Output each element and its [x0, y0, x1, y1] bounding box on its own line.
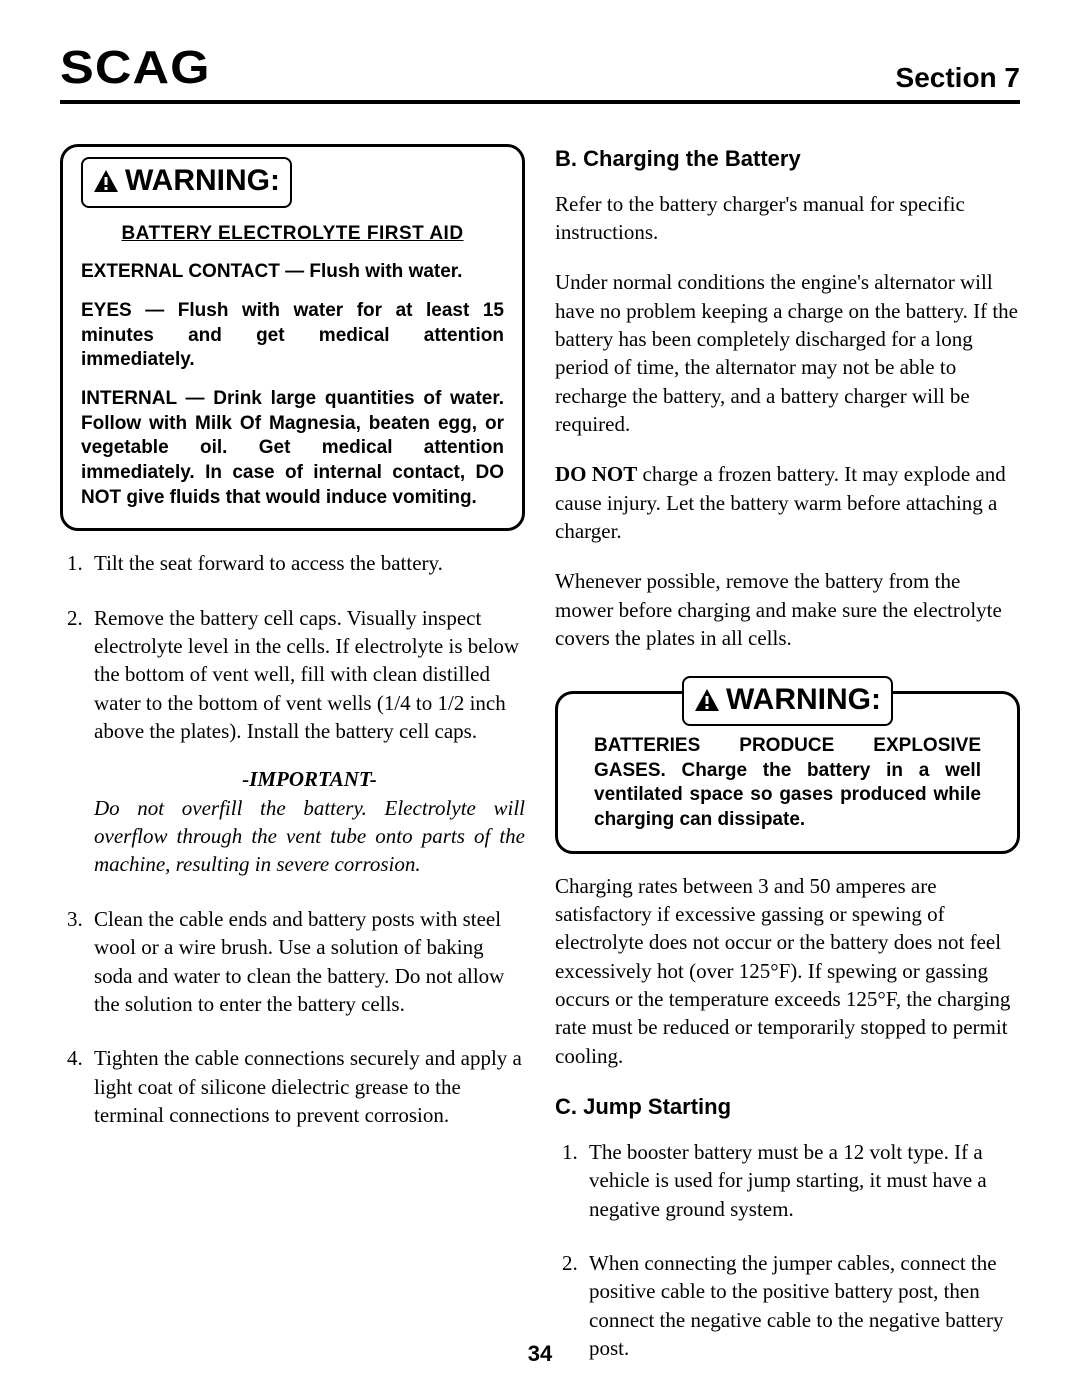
heading-c: C. Jump Starting — [555, 1092, 1020, 1122]
important-text: Do not overfill the battery. Electrolyte… — [94, 794, 525, 879]
warning-box-first-aid: WARNING: BATTERY ELECTROLYTE FIRST AID E… — [60, 144, 525, 531]
para-b2: Under normal conditions the engine's alt… — [555, 268, 1020, 438]
warning-title-2: WARNING: — [726, 680, 881, 721]
step-3: Clean the cable ends and battery posts w… — [88, 905, 525, 1018]
battery-service-steps-cont: Clean the cable ends and battery posts w… — [60, 905, 525, 1129]
para-b4: Whenever possible, remove the battery fr… — [555, 567, 1020, 652]
page-number: 34 — [0, 1341, 1080, 1367]
para-b1: Refer to the battery charger's manual fo… — [555, 190, 1020, 247]
external-contact-text: EXTERNAL CONTACT — Flush with water. — [81, 260, 504, 285]
brand-logo: SCAG — [60, 40, 211, 94]
step-2: Remove the battery cell caps. Visually i… — [88, 604, 525, 746]
gases-text: BATTERIES PRODUCE EXPLOSIVE GASES. Charg… — [594, 734, 981, 833]
do-not-label: DO NOT — [555, 462, 637, 486]
warning-header: WARNING: — [81, 157, 292, 208]
step-1: Tilt the seat forward to access the batt… — [88, 549, 525, 577]
important-note: -IMPORTANT- Do not overfill the battery.… — [94, 765, 525, 878]
warning-body-2: BATTERIES PRODUCE EXPLOSIVE GASES. Charg… — [576, 734, 999, 833]
page-header: SCAG Section 7 — [60, 40, 1020, 104]
warning-header-2: WARNING: — [682, 676, 893, 727]
left-column: WARNING: BATTERY ELECTROLYTE FIRST AID E… — [60, 144, 525, 1388]
eyes-text: EYES — Flush with water for at least 15 … — [81, 299, 504, 373]
content-columns: WARNING: BATTERY ELECTROLYTE FIRST AID E… — [60, 144, 1020, 1388]
jump-step-1: The booster battery must be a 12 volt ty… — [583, 1138, 1020, 1223]
important-label: -IMPORTANT- — [94, 765, 525, 793]
warning-icon — [93, 169, 119, 193]
warning-body: BATTERY ELECTROLYTE FIRST AID EXTERNAL C… — [81, 222, 504, 511]
para-b3: DO NOT charge a frozen battery. It may e… — [555, 460, 1020, 545]
section-label: Section 7 — [896, 62, 1020, 94]
para-b5: Charging rates between 3 and 50 amperes … — [555, 872, 1020, 1070]
warning-box-gases: WARNING: BATTERIES PRODUCE EXPLOSIVE GAS… — [555, 691, 1020, 854]
jump-start-steps: The booster battery must be a 12 volt ty… — [555, 1138, 1020, 1362]
right-column: B. Charging the Battery Refer to the bat… — [555, 144, 1020, 1388]
heading-b: B. Charging the Battery — [555, 144, 1020, 174]
warning-title: WARNING: — [125, 161, 280, 202]
battery-service-steps: Tilt the seat forward to access the batt… — [60, 549, 525, 745]
step-4: Tighten the cable connections securely a… — [88, 1044, 525, 1129]
first-aid-heading: BATTERY ELECTROLYTE FIRST AID — [81, 222, 504, 247]
internal-text: INTERNAL — Drink large quantities of wat… — [81, 387, 504, 510]
warning-icon — [694, 688, 720, 712]
